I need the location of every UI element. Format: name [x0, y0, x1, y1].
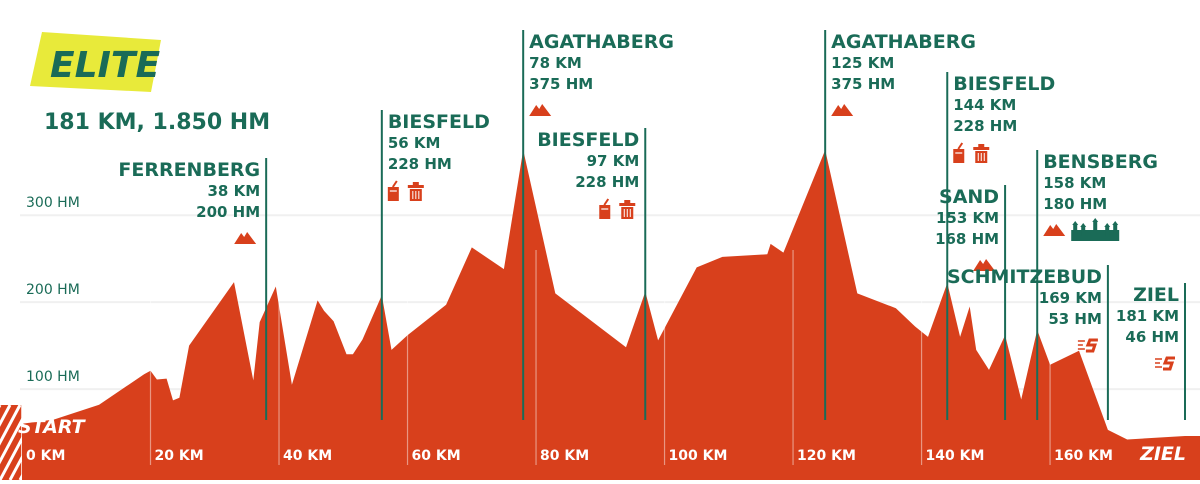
- waypoint-name: AGATHABERG: [529, 31, 674, 53]
- waypoint-km: 153 KM: [936, 209, 999, 227]
- drink-icon: [953, 142, 965, 163]
- start-label: START: [18, 416, 87, 438]
- drink-icon: [599, 198, 611, 219]
- y-tick-label: 100 HM: [26, 369, 80, 385]
- waypoint-name: SAND: [939, 186, 999, 208]
- waypoint-km: 158 KM: [1043, 174, 1106, 192]
- hatch-stripe: [0, 416, 22, 465]
- waypoint-km: 125 KM: [831, 54, 894, 72]
- x-tick-label: 160 KM: [1054, 448, 1113, 464]
- waypoint-hm: 168 HM: [935, 230, 999, 248]
- header: ELITE 181 KM, 1.850 HM: [30, 32, 270, 135]
- waypoint-km: 56 KM: [388, 134, 441, 152]
- hatch-stripe: [0, 405, 22, 446]
- sprint-icon: [1155, 356, 1175, 371]
- mountain-icon: [973, 259, 996, 271]
- bin-icon: [407, 182, 424, 201]
- x-axis-tick-lines: [149, 250, 1051, 465]
- bin-icon: [973, 144, 990, 163]
- x-tick-label: 40 KM: [283, 448, 332, 464]
- waypoint-name: BIESFELD: [953, 73, 1055, 95]
- castle-icon: [1071, 218, 1120, 241]
- waypoint-km: 181 KM: [1116, 307, 1179, 325]
- waypoint-name: SCHMITZEBUD: [947, 266, 1102, 288]
- waypoint-hm: 228 HM: [388, 155, 452, 173]
- mountain-icon: [529, 104, 552, 116]
- drink-icon: [387, 180, 399, 201]
- x-tick-label: 140 KM: [926, 448, 985, 464]
- hatch-stripe: [0, 405, 12, 427]
- elevation-area: [0, 150, 1200, 480]
- waypoint-hm: 228 HM: [575, 173, 639, 191]
- x-tick-label: 0 KM: [26, 448, 65, 464]
- hatch-stripe: [8, 454, 22, 480]
- waypoint-hm: 180 HM: [1043, 195, 1107, 213]
- waypoint-name: BIESFELD: [388, 111, 490, 133]
- bin-icon: [619, 200, 636, 219]
- waypoint-km: 38 KM: [208, 182, 261, 200]
- waypoint-hm: 228 HM: [953, 117, 1017, 135]
- x-tick-label: 60 KM: [412, 448, 461, 464]
- hatch-stripe: [0, 435, 22, 480]
- mountain-icon: [234, 232, 257, 244]
- finish-label: ZIEL: [1139, 443, 1186, 465]
- y-axis-labels: 100 HM 200 HM 300 HM: [26, 195, 80, 385]
- waypoint-km: 78 KM: [529, 54, 582, 72]
- waypoint-name: FERRENBERG: [118, 159, 260, 181]
- waypoint-km: 169 KM: [1039, 289, 1102, 307]
- waypoint-name: BIESFELD: [537, 129, 639, 151]
- waypoint-hm: 375 HM: [831, 75, 895, 93]
- waypoint-name: AGATHABERG: [831, 31, 976, 53]
- x-tick-label: 120 KM: [797, 448, 856, 464]
- y-tick-label: 300 HM: [26, 195, 80, 211]
- category-badge-label: ELITE: [50, 45, 160, 86]
- waypoint-hm: 53 HM: [1048, 310, 1102, 328]
- mountain-icon: [831, 104, 854, 116]
- start-hatch-marker: [0, 405, 22, 480]
- mountain-icon: [1043, 224, 1066, 236]
- waypoint-hm: 375 HM: [529, 75, 593, 93]
- waypoint-name: BENSBERG: [1043, 151, 1158, 173]
- waypoint-name: ZIEL: [1133, 284, 1179, 306]
- waypoint-hm: 46 HM: [1125, 328, 1179, 346]
- waypoint-hm: 200 HM: [196, 203, 260, 221]
- x-tick-label: 100 KM: [669, 448, 728, 464]
- category-badge: [30, 32, 161, 92]
- y-tick-label: 200 HM: [26, 282, 80, 298]
- waypoint-km: 144 KM: [953, 96, 1016, 114]
- sprint-icon: [1077, 338, 1098, 353]
- race-summary: 181 KM, 1.850 HM: [44, 110, 270, 135]
- x-axis-labels: 0 KM 20 KM 40 KM 60 KM 80 KM 100 KM 120 KM 140 …: [26, 448, 1113, 464]
- x-tick-label: 80 KM: [540, 448, 589, 464]
- x-tick-label: 20 KM: [155, 448, 204, 464]
- waypoint-km: 97 KM: [587, 152, 640, 170]
